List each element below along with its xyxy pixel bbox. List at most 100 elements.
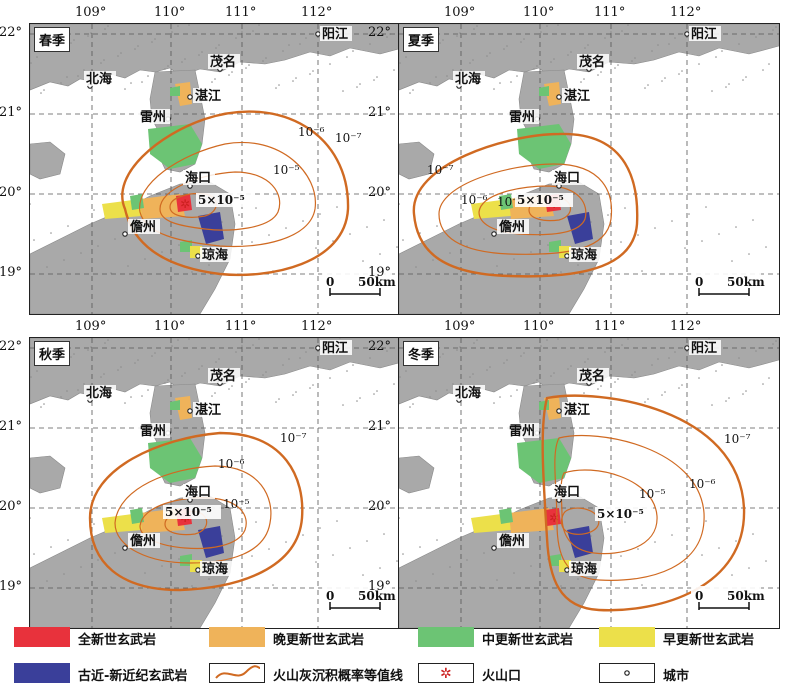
terrain-shading bbox=[725, 400, 727, 402]
terrain-shading bbox=[688, 213, 690, 215]
terrain-shading bbox=[399, 376, 401, 378]
terrain-shading bbox=[614, 381, 616, 383]
terrain-shading bbox=[104, 342, 106, 344]
terrain-shading bbox=[409, 406, 411, 408]
terrain-shading bbox=[590, 221, 592, 223]
contour-label-1e-5: 10⁻⁵ bbox=[273, 163, 300, 177]
terrain-shading bbox=[359, 397, 361, 399]
lon-tick-label: 112° bbox=[301, 319, 333, 334]
terrain-shading bbox=[493, 402, 495, 404]
terrain-shading bbox=[369, 357, 371, 359]
terrain-shading bbox=[299, 43, 301, 45]
terrain-shading bbox=[141, 81, 143, 83]
terrain-shading bbox=[496, 265, 498, 267]
terrain-shading bbox=[60, 396, 62, 398]
terrain-shading bbox=[386, 36, 388, 38]
terrain-shading bbox=[40, 92, 42, 94]
middle-pleistocene-basalt bbox=[549, 554, 561, 566]
terrain-shading bbox=[214, 392, 216, 394]
city-yangjiang-marker bbox=[684, 31, 690, 37]
terrain-shading bbox=[399, 62, 401, 64]
city-haikou-label: 海口 bbox=[554, 484, 580, 500]
terrain-shading bbox=[483, 238, 485, 240]
terrain-shading bbox=[583, 392, 585, 394]
terrain-shading bbox=[208, 578, 210, 580]
lat-tick-label: 20° bbox=[0, 499, 23, 514]
contour-swatch bbox=[209, 663, 265, 683]
contour-label-5e-5: 5×10⁻⁵ bbox=[198, 193, 245, 207]
contour-5e-5 bbox=[560, 507, 600, 535]
lat-tick-label: 21° bbox=[368, 419, 392, 434]
terrain-shading bbox=[748, 253, 750, 255]
terrain-shading bbox=[624, 207, 626, 209]
terrain-shading bbox=[584, 361, 586, 363]
city-leizhou-label: 雷州 bbox=[140, 109, 166, 125]
contour-label-1e-6: 10⁻⁶ bbox=[218, 457, 245, 471]
land-area bbox=[30, 141, 66, 180]
terrain-shading bbox=[198, 368, 200, 370]
contour-1e-7 bbox=[412, 132, 639, 278]
terrain-shading bbox=[63, 573, 65, 575]
terrain-shading bbox=[449, 566, 451, 568]
terrain-shading bbox=[97, 559, 99, 561]
terrain-shading bbox=[151, 355, 153, 357]
city-yangjiang-label: 阳江 bbox=[322, 26, 348, 42]
terrain-shading bbox=[456, 35, 458, 37]
terrain-shading bbox=[43, 89, 45, 91]
terrain-shading bbox=[245, 67, 247, 69]
season-label: 冬季 bbox=[403, 341, 440, 366]
terrain-shading bbox=[583, 78, 585, 80]
land-area bbox=[399, 141, 435, 180]
terrain-shading bbox=[241, 31, 243, 33]
terrain-shading bbox=[503, 362, 505, 364]
terrain-shading bbox=[33, 553, 35, 555]
terrain-shading bbox=[117, 369, 119, 371]
terrain-shading bbox=[604, 351, 606, 353]
terrain-shading bbox=[577, 578, 579, 580]
terrain-shading bbox=[305, 351, 307, 353]
terrain-shading bbox=[610, 31, 612, 33]
terrain-shading bbox=[459, 32, 461, 34]
terrain-shading bbox=[415, 266, 417, 268]
terrain-shading bbox=[560, 271, 562, 273]
terrain-shading bbox=[167, 379, 169, 381]
city-zhanjiang-label: 湛江 bbox=[195, 402, 221, 418]
city-zhanjiang-marker bbox=[556, 94, 562, 100]
terrain-shading bbox=[302, 220, 304, 222]
terrain-shading bbox=[66, 76, 68, 78]
terrain-shading bbox=[489, 52, 491, 54]
terrain-shading bbox=[342, 90, 344, 92]
contour-1e-7 bbox=[121, 110, 350, 277]
terrain-shading bbox=[137, 359, 139, 361]
terrain-shading bbox=[466, 559, 468, 561]
terrain-shading bbox=[701, 240, 703, 242]
terrain-shading bbox=[600, 385, 602, 387]
terrain-shading bbox=[238, 214, 240, 216]
terrain-shading bbox=[251, 241, 253, 243]
terrain-shading bbox=[439, 42, 441, 44]
terrain-shading bbox=[661, 394, 663, 396]
terrain-shading bbox=[188, 24, 190, 26]
terrain-shading bbox=[93, 209, 95, 211]
terrain-shading bbox=[456, 349, 458, 351]
terrain-shading bbox=[87, 35, 89, 37]
paleogene-neogene-basalt bbox=[567, 212, 593, 244]
terrain-shading bbox=[352, 364, 354, 366]
middle-pleistocene-basalt bbox=[148, 438, 202, 483]
terrain-shading bbox=[718, 233, 720, 235]
terrain-shading bbox=[399, 517, 400, 519]
terrain-shading bbox=[299, 357, 301, 359]
terrain-shading bbox=[607, 528, 609, 530]
terrain-shading bbox=[550, 61, 552, 63]
terrain-shading bbox=[621, 30, 623, 32]
terrain-shading bbox=[278, 84, 280, 86]
terrain-shading bbox=[597, 388, 599, 390]
terrain-shading bbox=[67, 225, 69, 227]
terrain-shading bbox=[36, 56, 38, 58]
terrain-shading bbox=[288, 358, 290, 360]
terrain-shading bbox=[178, 244, 180, 246]
terrain-shading bbox=[472, 59, 474, 61]
terrain-shading bbox=[151, 41, 153, 43]
crater-swatch: ✲ bbox=[418, 663, 474, 683]
scale-zero-label: 0 bbox=[695, 275, 703, 289]
